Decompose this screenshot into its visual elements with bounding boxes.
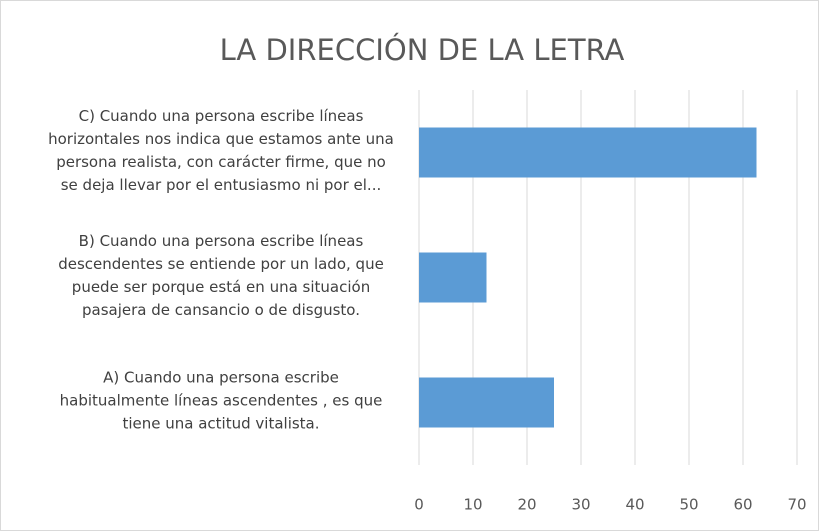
x-tick-label: 60: [733, 496, 752, 514]
y-tick-label: C) Cuando una persona escribe líneas hor…: [48, 106, 394, 194]
y-tick-label: A) Cuando una persona escribe habitualme…: [59, 368, 383, 432]
bar: [419, 377, 554, 428]
x-tick-label: 10: [463, 496, 482, 514]
bar: [419, 127, 757, 178]
x-tick-label: 20: [517, 496, 536, 514]
x-tick-label: 0: [414, 496, 424, 514]
x-tick-label: 30: [571, 496, 590, 514]
y-tick-label: B) Cuando una persona escribe líneas des…: [58, 231, 384, 319]
x-tick-label: 50: [679, 496, 698, 514]
chart-title: LA DIRECCIÓN DE LA LETRA: [220, 33, 625, 67]
bar: [419, 252, 487, 303]
x-tick-label: 40: [625, 496, 644, 514]
x-tick-label: 70: [787, 496, 806, 514]
